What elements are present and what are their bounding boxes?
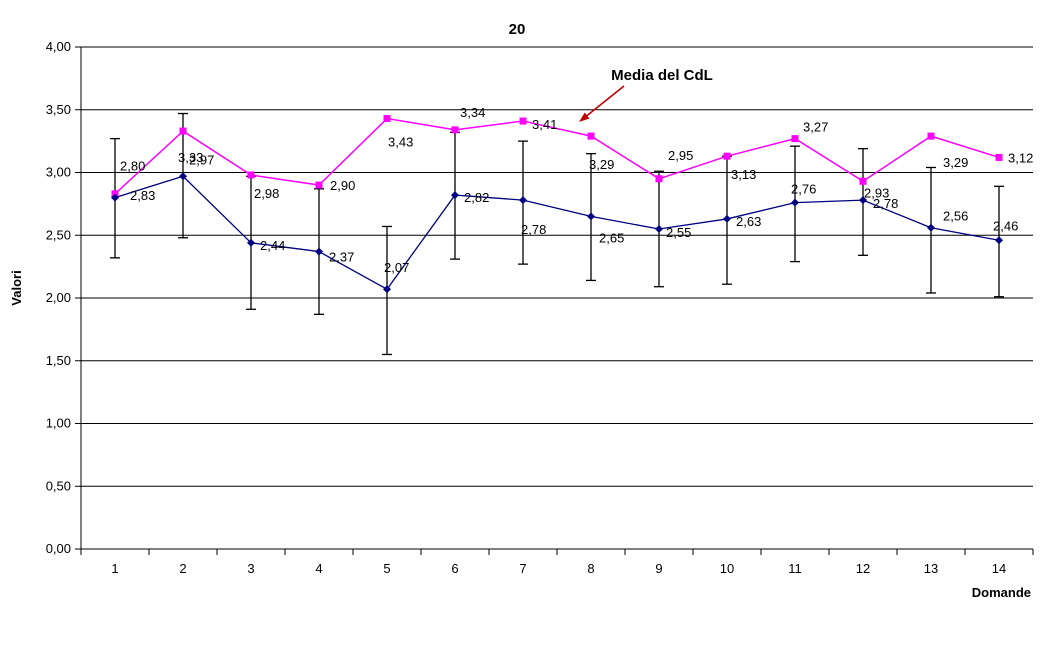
y-tick-label: 1,50 — [46, 353, 71, 368]
cdl-point-marker — [655, 175, 663, 183]
mean-point-marker — [859, 196, 867, 205]
mean-data-label: 2,55 — [666, 225, 691, 240]
cdl-data-label: 3,13 — [731, 167, 756, 182]
cdl-point-marker — [451, 126, 459, 134]
mean-series-line — [114, 175, 1000, 291]
cdl-data-label: 3,27 — [803, 120, 828, 135]
cdl-data-label: 2,93 — [864, 185, 889, 200]
y-tick-label: 0,50 — [46, 478, 71, 493]
mean-data-label: 2,63 — [736, 214, 761, 229]
x-tick-label: 14 — [992, 561, 1006, 576]
cdl-point-marker — [791, 135, 799, 143]
x-tick-label: 4 — [315, 561, 322, 576]
mean-data-label: 2,07 — [384, 260, 409, 275]
x-tick-label: 6 — [451, 561, 458, 576]
mean-data-label: 2,97 — [189, 152, 214, 167]
x-tick-label: 2 — [179, 561, 186, 576]
cdl-series-line — [114, 117, 1000, 195]
cdl-data-label: 3,29 — [943, 155, 968, 170]
x-tick-label: 5 — [383, 561, 390, 576]
x-tick-label: 3 — [247, 561, 254, 576]
cdl-point-marker — [995, 153, 1003, 161]
cdl-point-marker — [383, 115, 391, 123]
annotation-arrow-line — [581, 85, 625, 121]
x-tick-label: 13 — [924, 561, 938, 576]
x-tick-label: 9 — [655, 561, 662, 576]
mean-data-label: 2,80 — [120, 159, 145, 174]
cdl-data-label: 2,95 — [668, 148, 693, 163]
mean-data-label: 2,46 — [993, 218, 1018, 233]
annotation-arrow-head — [579, 112, 590, 122]
cdl-point-marker — [315, 181, 323, 189]
cdl-data-label: 3,33 — [178, 150, 203, 165]
y-tick-label: 4,00 — [46, 39, 71, 54]
cdl-point-marker — [519, 117, 527, 125]
mean-data-label: 2,56 — [943, 209, 968, 224]
mean-data-label: 2,78 — [873, 196, 898, 211]
cdl-data-label: 2,83 — [130, 188, 155, 203]
cdl-data-label: 3,34 — [460, 105, 485, 120]
cdl-point-marker — [179, 127, 187, 135]
cdl-point-marker — [927, 132, 935, 140]
annotation-text: Media del CdL — [611, 67, 713, 84]
cdl-data-label: 3,43 — [388, 135, 413, 150]
x-tick-label: 10 — [720, 561, 734, 576]
mean-point-marker — [451, 191, 459, 200]
mean-point-marker — [587, 212, 595, 221]
cdl-point-marker — [859, 177, 867, 185]
y-tick-label: 0,00 — [46, 541, 71, 556]
cdl-point-marker — [723, 152, 731, 160]
mean-point-marker — [179, 172, 187, 181]
chart-title: 20 — [509, 21, 526, 38]
cdl-data-label: 3,12 — [1008, 150, 1033, 165]
cdl-point-marker — [587, 132, 595, 140]
cdl-data-label: 2,90 — [330, 178, 355, 193]
mean-point-marker — [247, 238, 255, 247]
mean-point-marker — [927, 223, 935, 232]
mean-point-marker — [383, 285, 391, 294]
y-tick-label: 2,00 — [46, 290, 71, 305]
mean-point-marker — [111, 193, 119, 202]
x-axis-title: Domande — [972, 585, 1031, 600]
x-tick-label: 1 — [111, 561, 118, 576]
mean-point-marker — [723, 214, 731, 223]
mean-point-marker — [655, 224, 663, 233]
mean-point-marker — [519, 196, 527, 205]
mean-point-marker — [791, 198, 799, 207]
x-tick-label: 8 — [587, 561, 594, 576]
x-tick-label: 12 — [856, 561, 870, 576]
mean-data-label: 2,65 — [599, 230, 624, 245]
mean-data-label: 2,76 — [791, 182, 816, 197]
mean-data-label: 2,44 — [260, 238, 285, 253]
x-tick-label: 7 — [519, 561, 526, 576]
mean-data-label: 2,37 — [329, 250, 354, 265]
x-tick-label: 11 — [788, 561, 802, 576]
cdl-data-label: 3,41 — [532, 117, 557, 132]
y-tick-label: 2,50 — [46, 227, 71, 242]
y-axis-title: Valori — [9, 270, 24, 305]
mean-point-marker — [315, 247, 323, 256]
mean-data-label: 2,82 — [464, 190, 489, 205]
y-tick-label: 3,50 — [46, 102, 71, 117]
y-tick-label: 3,00 — [46, 165, 71, 180]
cdl-data-label: 2,98 — [254, 186, 279, 201]
cdl-data-label: 3,29 — [589, 157, 614, 172]
mean-data-label: 2,78 — [521, 222, 546, 237]
cdl-point-marker — [247, 171, 255, 179]
mean-point-marker — [995, 236, 1003, 245]
y-tick-label: 1,00 — [46, 416, 71, 431]
